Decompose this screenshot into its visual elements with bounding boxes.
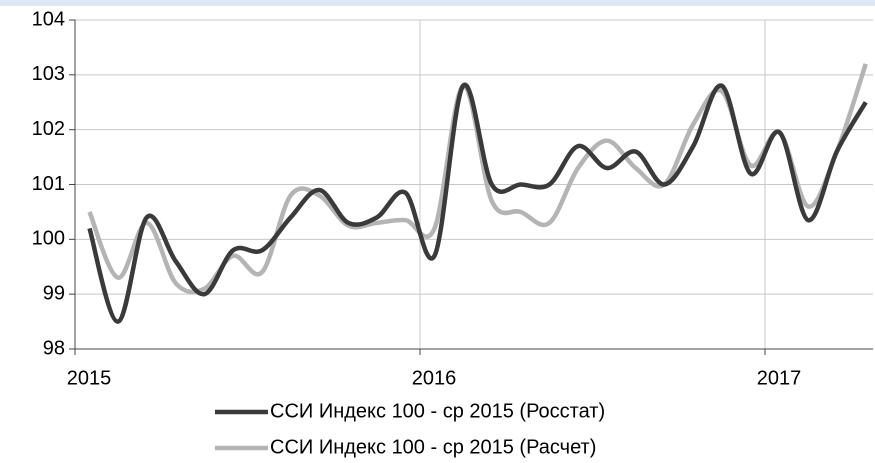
y-tick-label: 104: [32, 8, 65, 30]
legend-label: ССИ Индекс 100 - ср 2015 (Расчет): [270, 436, 596, 458]
y-tick-label: 103: [32, 63, 65, 85]
x-tick-label: 2015: [67, 367, 112, 389]
x-tick-label: 2016: [412, 367, 457, 389]
series-line: [87, 82, 868, 324]
y-tick-label: 99: [43, 282, 65, 304]
legend-label: ССИ Индекс 100 - ср 2015 (Росстат): [270, 400, 605, 422]
series-line: [87, 63, 868, 295]
top-band: [0, 0, 875, 6]
y-tick-label: 100: [32, 228, 65, 250]
y-tick-label: 98: [43, 337, 65, 359]
y-tick-label: 101: [32, 173, 65, 195]
x-tick-label: 2017: [757, 367, 802, 389]
y-tick-label: 102: [32, 118, 65, 140]
